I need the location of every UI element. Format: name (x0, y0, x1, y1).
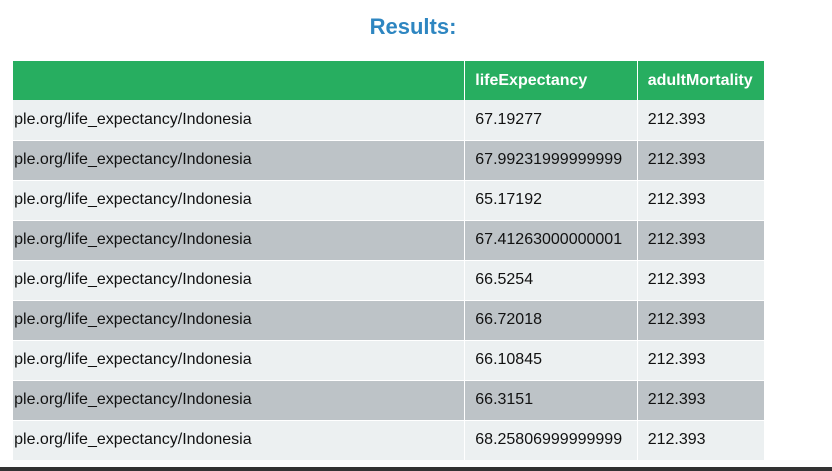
cell-uri: example.org/life_expectancy/Indonesia (13, 379, 466, 420)
cell-life-expectancy: 67.41263000000001 (464, 219, 638, 260)
results-table: lifeExpectancy adultMortality example.or… (13, 61, 766, 460)
cell-life-expectancy: 67.19277 (464, 100, 638, 140)
cell-life-expectancy: 66.72018 (464, 299, 638, 340)
table-row: example.org/life_expectancy/Indonesia 66… (13, 379, 766, 420)
table-row: example.org/life_expectancy/Indonesia 65… (13, 179, 766, 220)
cell-uri: example.org/life_expectancy/Indonesia (13, 339, 466, 380)
cell-uri: example.org/life_expectancy/Indonesia (13, 100, 466, 140)
cell-adult-mortality: 212.393 (637, 179, 766, 220)
bottom-edge-bar (0, 467, 832, 471)
table-row: example.org/life_expectancy/Indonesia 66… (13, 259, 766, 300)
table-row: example.org/life_expectancy/Indonesia 67… (13, 219, 766, 260)
cell-adult-mortality: 212.393 (637, 299, 766, 340)
results-table-viewport[interactable]: lifeExpectancy adultMortality example.or… (13, 61, 813, 461)
cell-life-expectancy: 66.10845 (464, 339, 638, 380)
cell-adult-mortality: 212.393 (637, 100, 766, 140)
table-row: example.org/life_expectancy/Indonesia 66… (13, 299, 766, 340)
cell-uri: example.org/life_expectancy/Indonesia (13, 419, 466, 460)
table-row: example.org/life_expectancy/Indonesia 67… (13, 100, 766, 140)
cell-adult-mortality: 212.393 (637, 139, 766, 180)
cell-uri: example.org/life_expectancy/Indonesia (13, 219, 466, 260)
cell-life-expectancy: 66.3151 (464, 379, 638, 420)
cell-adult-mortality: 212.393 (637, 379, 766, 420)
table-row: example.org/life_expectancy/Indonesia 68… (13, 419, 766, 460)
cell-life-expectancy: 66.5254 (464, 259, 638, 300)
table-row: example.org/life_expectancy/Indonesia 66… (13, 339, 766, 380)
table-row: example.org/life_expectancy/Indonesia 67… (13, 139, 766, 180)
column-header-adult-mortality: adultMortality (637, 61, 766, 100)
cell-adult-mortality: 212.393 (637, 339, 766, 380)
cell-uri: example.org/life_expectancy/Indonesia (13, 299, 466, 340)
table-header-row: lifeExpectancy adultMortality (13, 61, 766, 100)
cell-uri: example.org/life_expectancy/Indonesia (13, 259, 466, 300)
cell-adult-mortality: 212.393 (637, 419, 766, 460)
column-header-uri (13, 61, 466, 100)
cell-uri: example.org/life_expectancy/Indonesia (13, 179, 466, 220)
cell-uri: example.org/life_expectancy/Indonesia (13, 139, 466, 180)
cell-life-expectancy: 68.25806999999999 (464, 419, 638, 460)
page-title: Results: (369, 14, 457, 39)
cell-life-expectancy: 65.17192 (464, 179, 638, 220)
column-header-life-expectancy: lifeExpectancy (464, 61, 638, 100)
cell-adult-mortality: 212.393 (637, 259, 766, 300)
cell-adult-mortality: 212.393 (637, 219, 766, 260)
cell-life-expectancy: 67.99231999999999 (464, 139, 638, 180)
